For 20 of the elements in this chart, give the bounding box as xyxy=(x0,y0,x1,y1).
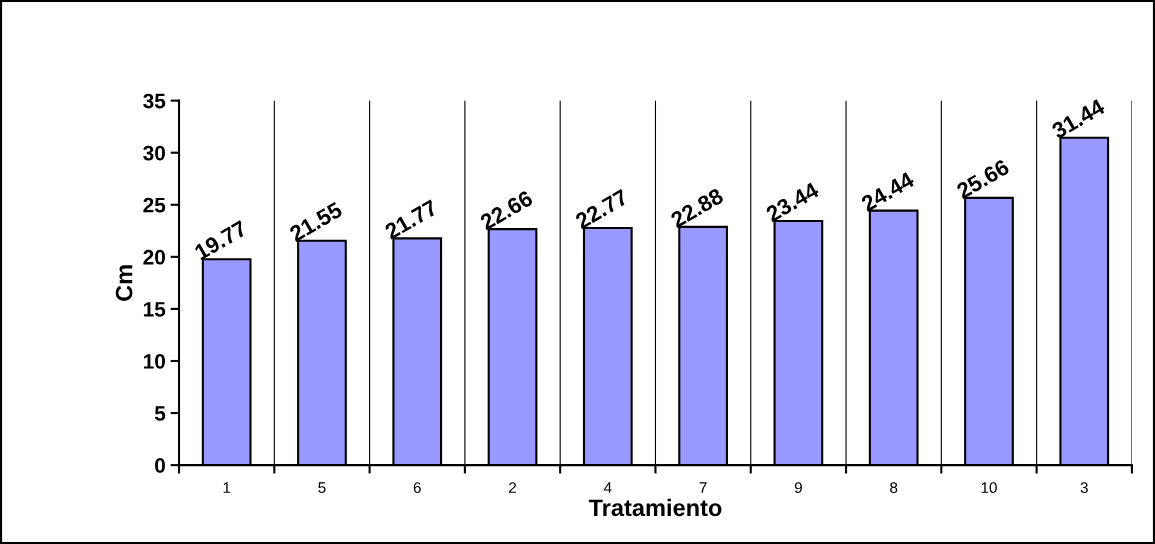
x-tick-label: 2 xyxy=(509,482,517,493)
x-tick-label: 4 xyxy=(603,482,612,493)
y-tick-label: 10 xyxy=(143,353,165,369)
x-tick-label: 8 xyxy=(890,482,898,494)
y-tick-label: 25 xyxy=(143,197,166,213)
y-tick-label: 20 xyxy=(143,249,165,265)
y-tick-label: 30 xyxy=(143,145,165,161)
x-axis-title: Tratamiento xyxy=(588,498,722,517)
x-tick-label: 5 xyxy=(318,482,326,494)
x-tick-label: 10 xyxy=(981,482,997,494)
y-tick-label: 0 xyxy=(155,458,165,473)
y-axis-title: Cm xyxy=(115,265,133,301)
x-tick-label: 1 xyxy=(223,482,231,493)
y-tick-label: 15 xyxy=(143,302,166,317)
x-tick-label: 7 xyxy=(699,482,707,493)
y-tick-label: 35 xyxy=(143,93,166,109)
x-tick-label: 3 xyxy=(1080,482,1088,494)
x-tick-label: 9 xyxy=(794,482,802,494)
y-tick-label: 5 xyxy=(154,406,166,421)
x-tick-label: 6 xyxy=(413,482,421,494)
